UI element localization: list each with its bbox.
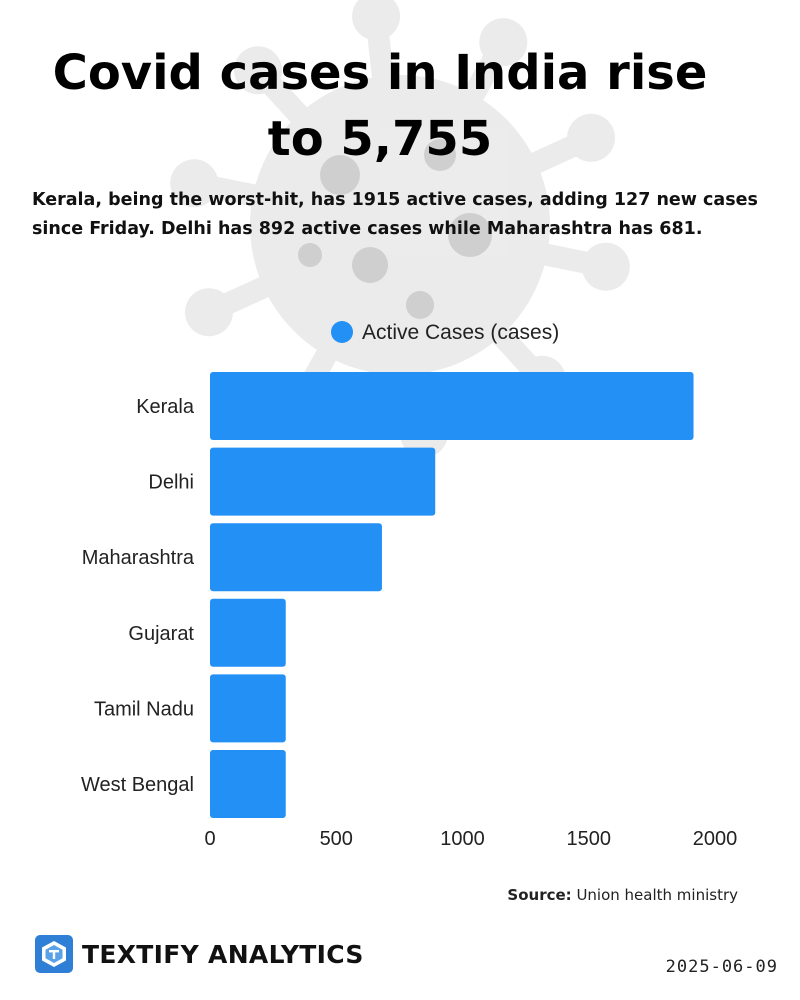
- category-label: Kerala: [136, 396, 195, 418]
- bar-chart: Active Cases (cases) Kerala Delhi Maharasht…: [81, 321, 738, 850]
- brand-logo-icon: [35, 935, 73, 973]
- subtitle: Kerala, being the worst-hit, has 1915 ac…: [32, 190, 758, 239]
- bar: [210, 674, 286, 743]
- date-stamp: 2025-06-09: [665, 957, 778, 977]
- x-tick-label: 500: [320, 828, 353, 850]
- legend-label: Active Cases (cases): [362, 321, 559, 344]
- category-label: Delhi: [148, 472, 194, 494]
- source-note: Source: Union health ministry: [507, 886, 738, 904]
- category-label: Gujarat: [128, 623, 194, 645]
- x-tick-label: 1500: [567, 828, 612, 850]
- source-text: Union health ministry: [576, 886, 738, 904]
- brand-name: TEXTIFY ANALYTICS: [82, 939, 364, 969]
- x-tick-label: 0: [204, 828, 215, 850]
- category-label: Maharashtra: [82, 547, 195, 569]
- source-label: Source:: [507, 886, 572, 904]
- legend-marker: [331, 321, 353, 343]
- bar: [210, 523, 382, 592]
- bar: [210, 447, 436, 516]
- x-tick-label: 1000: [440, 828, 485, 850]
- page-title: Covid cases in India rise to 5,755: [52, 45, 708, 167]
- x-tick-label: 2000: [693, 828, 738, 850]
- bar: [210, 750, 286, 818]
- brand: TEXTIFY ANALYTICS: [34, 932, 364, 976]
- chart-legend: Active Cases (cases): [331, 321, 559, 344]
- category-label: West Bengal: [81, 774, 194, 796]
- category-label: Tamil Nadu: [94, 698, 194, 720]
- bar: [210, 598, 286, 667]
- bar: [210, 372, 694, 440]
